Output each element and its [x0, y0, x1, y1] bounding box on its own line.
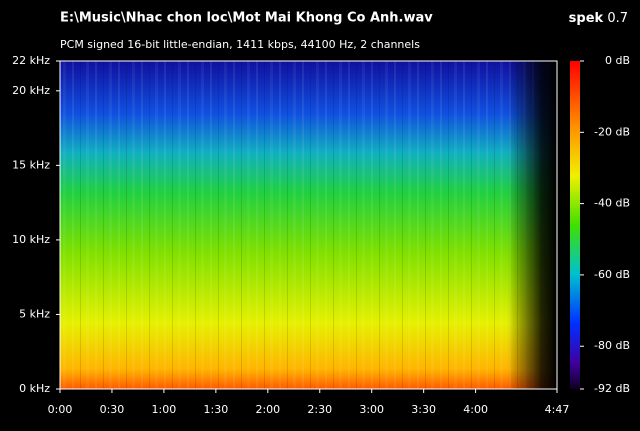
x-tick-label: 2:00	[255, 403, 280, 416]
colorbar-tick-label: -92 dB	[594, 382, 630, 395]
x-tick-label: 3:00	[359, 403, 384, 416]
colorbar-tick-label: -80 dB	[594, 339, 630, 352]
y-tick-label: 5 kHz	[19, 307, 50, 320]
x-tick-label: 0:00	[48, 403, 73, 416]
y-tick-label: 22 kHz	[12, 54, 50, 67]
colorbar	[570, 61, 580, 389]
colorbar-tick-label: -60 dB	[594, 268, 630, 281]
y-tick-label: 0 kHz	[19, 382, 50, 395]
spectrogram-fade	[60, 61, 557, 389]
y-tick-label: 15 kHz	[12, 158, 50, 171]
x-tick-label: 3:30	[411, 403, 436, 416]
y-tick-label: 20 kHz	[12, 84, 50, 97]
colorbar-tick-label: -20 dB	[594, 125, 630, 138]
spectrogram	[60, 61, 557, 389]
app-label: spek 0.7	[569, 11, 628, 26]
y-tick-label: 10 kHz	[12, 233, 50, 246]
file-info: PCM signed 16-bit little-endian, 1411 kb…	[60, 38, 420, 51]
x-tick-label: 1:30	[204, 403, 229, 416]
app-version: 0.7	[607, 11, 628, 26]
plot-frame	[59, 60, 558, 390]
x-tick-label: 2:30	[307, 403, 332, 416]
colorbar-tick-label: 0 dB	[605, 54, 630, 67]
x-tick-label: 0:30	[100, 403, 125, 416]
x-tick-label: 4:00	[463, 403, 488, 416]
app-name: spek	[569, 11, 604, 26]
file-title: E:\Music\Nhac chon loc\Mot Mai Khong Co …	[60, 11, 433, 26]
x-tick-label: 1:00	[152, 403, 177, 416]
colorbar-tick-label: -40 dB	[594, 197, 630, 210]
x-tick-label: 4:47	[545, 403, 570, 416]
